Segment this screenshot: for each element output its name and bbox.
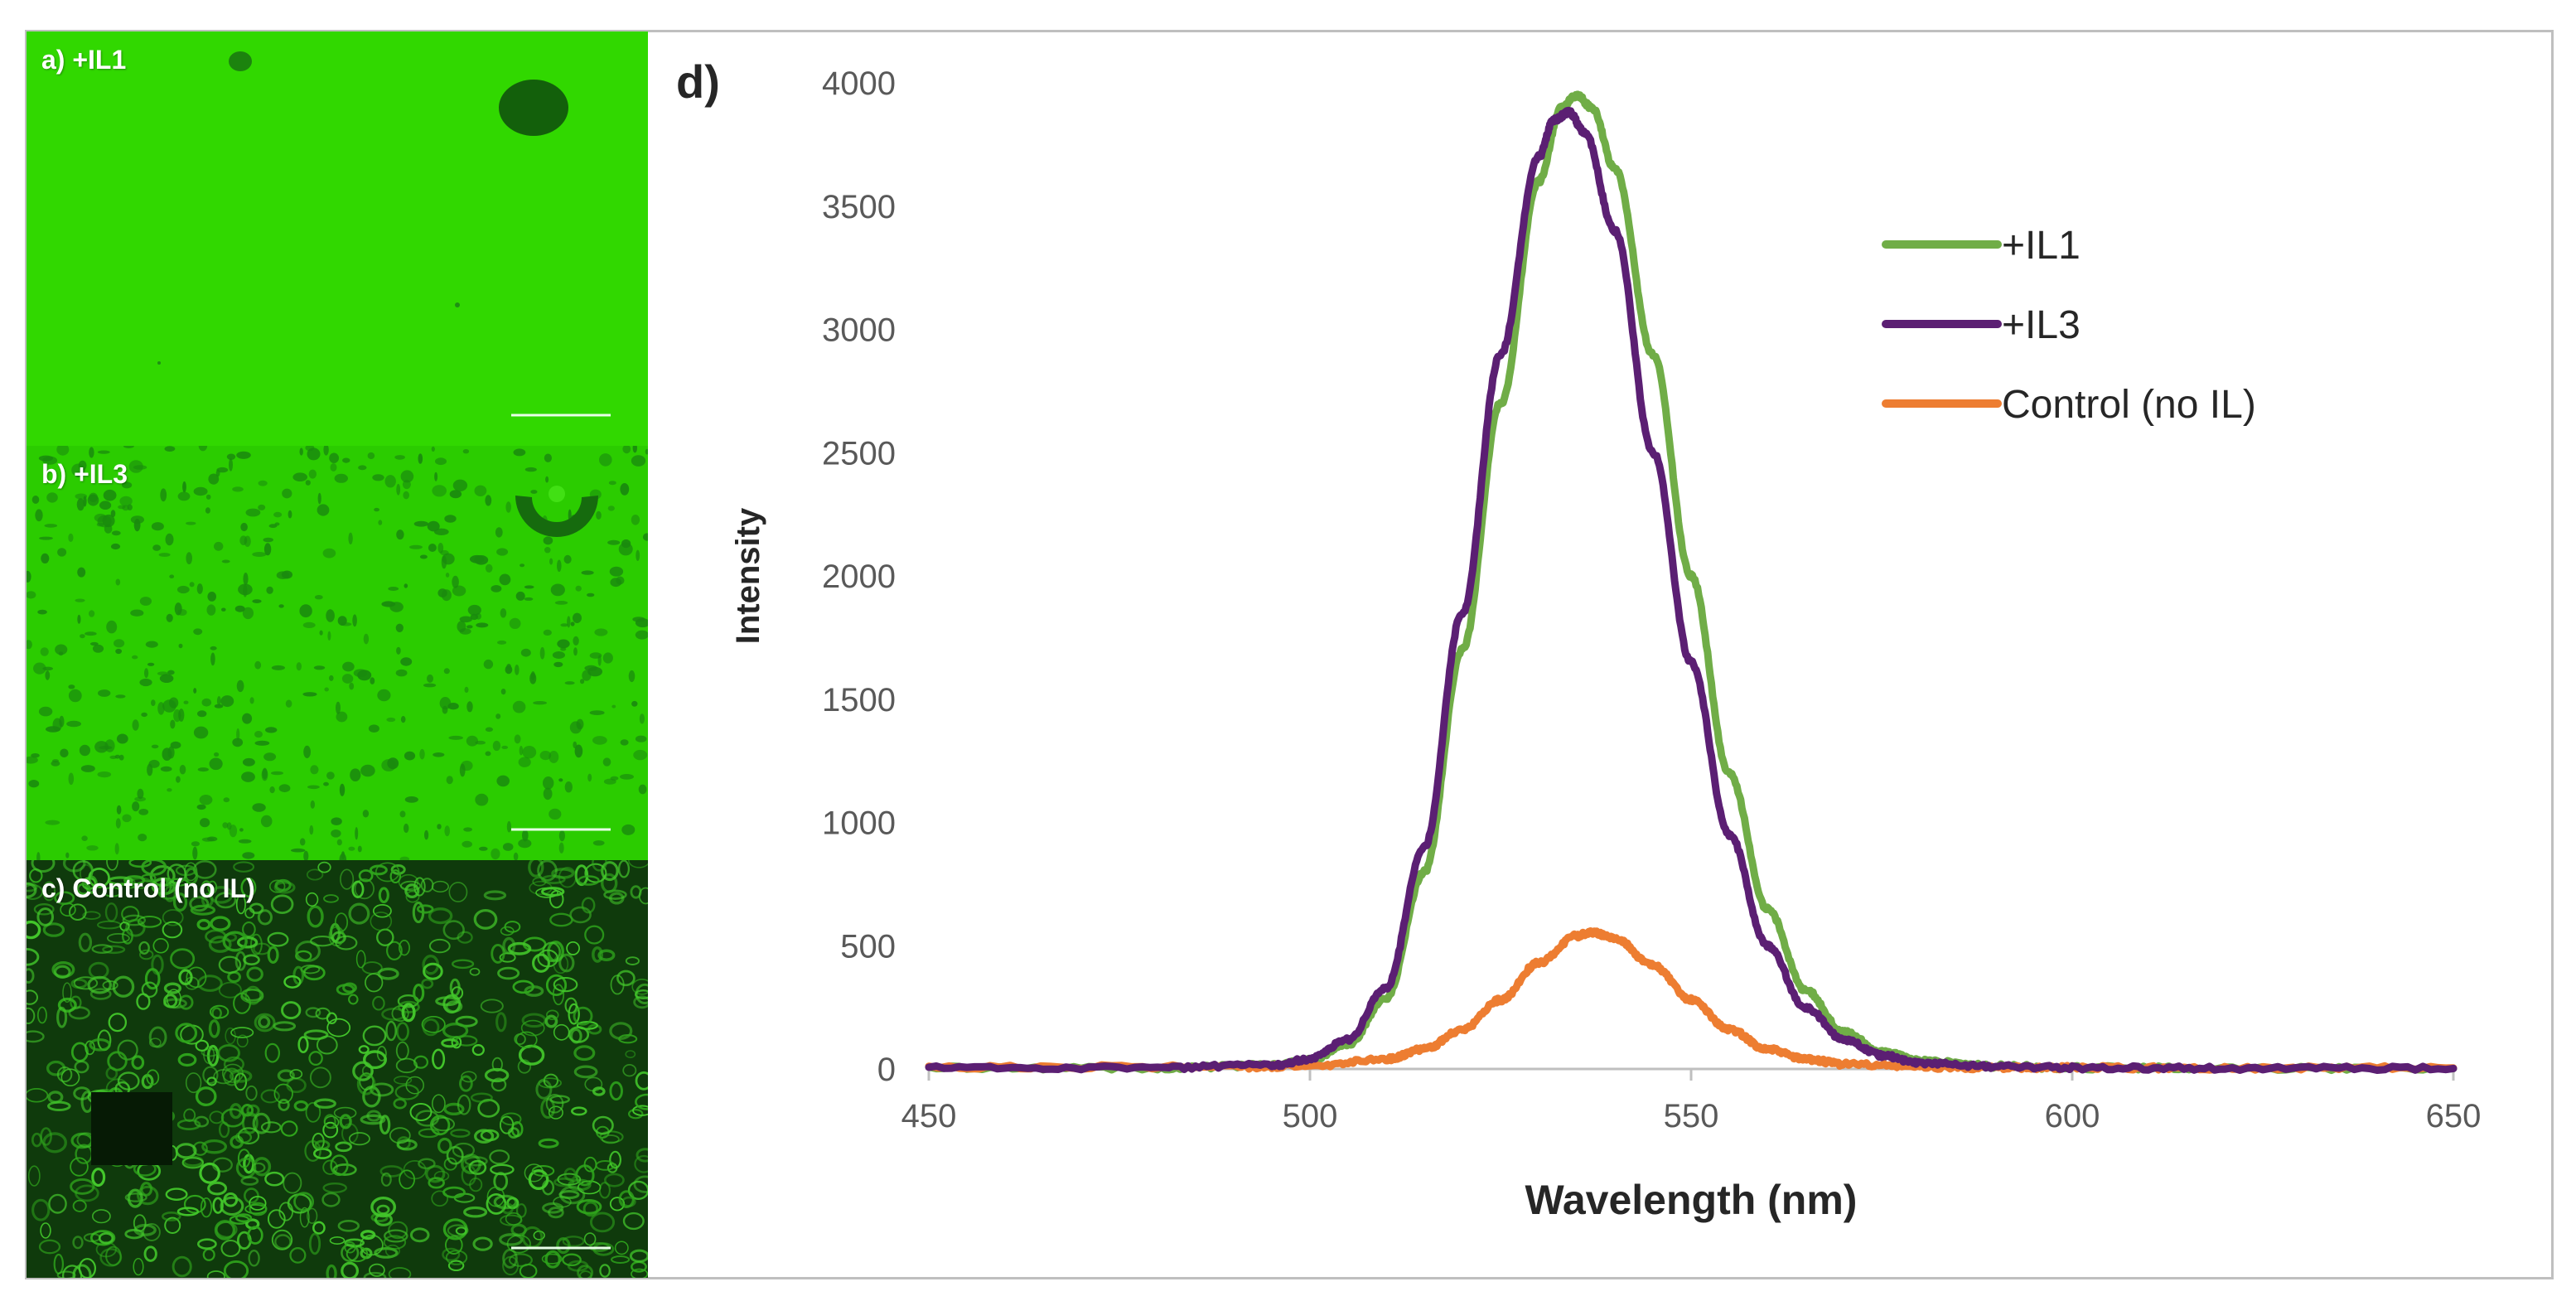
micrograph-control: c) Control (no IL) — [27, 860, 648, 1278]
x-axis-ticks: 450 500 550 600 650 — [901, 1069, 2482, 1134]
legend-label-1: +IL3 — [2002, 303, 2081, 347]
micrograph-il1-image — [27, 31, 648, 446]
spectrum-chart: d) 0 500 1000 1500 2000 2500 3000 3500 4000 450 5… — [676, 56, 2482, 1223]
y-tick-label: 2000 — [822, 559, 896, 595]
y-axis-ticks: 0 500 1000 1500 2000 2500 3000 3500 4000 — [822, 65, 896, 1088]
y-tick-label: 1000 — [822, 805, 896, 842]
x-tick-label: 450 — [901, 1098, 957, 1134]
micrograph-il1: a) +IL1 — [27, 31, 648, 446]
y-tick-label: 1500 — [822, 682, 896, 718]
series-line-2 — [925, 927, 2458, 1074]
dark-region — [91, 1092, 172, 1165]
x-tick-label: 650 — [2426, 1098, 2482, 1134]
chart-panel-label: d) — [676, 56, 720, 108]
chart-legend: +IL1 +IL3 Control (no IL) — [1882, 224, 2256, 427]
micrograph-label-a: a) +IL1 — [41, 45, 127, 75]
x-tick-label: 550 — [1664, 1098, 1719, 1134]
series-layer — [925, 90, 2458, 1075]
y-tick-label: 3500 — [822, 189, 896, 225]
y-tick-label: 0 — [877, 1052, 896, 1088]
series-line-1 — [925, 106, 2458, 1074]
micrograph-label-c: c) Control (no IL) — [41, 873, 255, 903]
micrograph-il3-image — [27, 446, 648, 860]
y-tick-label: 4000 — [822, 65, 896, 102]
x-tick-label: 500 — [1283, 1098, 1338, 1134]
x-tick-label: 600 — [2045, 1098, 2100, 1134]
micrograph-control-image — [27, 860, 648, 1278]
y-tick-label: 2500 — [822, 435, 896, 472]
y-tick-label: 3000 — [822, 312, 896, 349]
series-line-0 — [925, 90, 2458, 1075]
micrograph-il3: b) +IL3 — [27, 446, 648, 860]
micrograph-label-b: b) +IL3 — [41, 459, 128, 489]
legend-label-0: +IL1 — [2002, 224, 2081, 268]
y-tick-label: 500 — [840, 928, 896, 965]
y-axis-title: Intensity — [730, 507, 766, 644]
x-axis-title: Wavelength (nm) — [1525, 1177, 1858, 1223]
legend-label-2: Control (no IL) — [2002, 383, 2256, 427]
